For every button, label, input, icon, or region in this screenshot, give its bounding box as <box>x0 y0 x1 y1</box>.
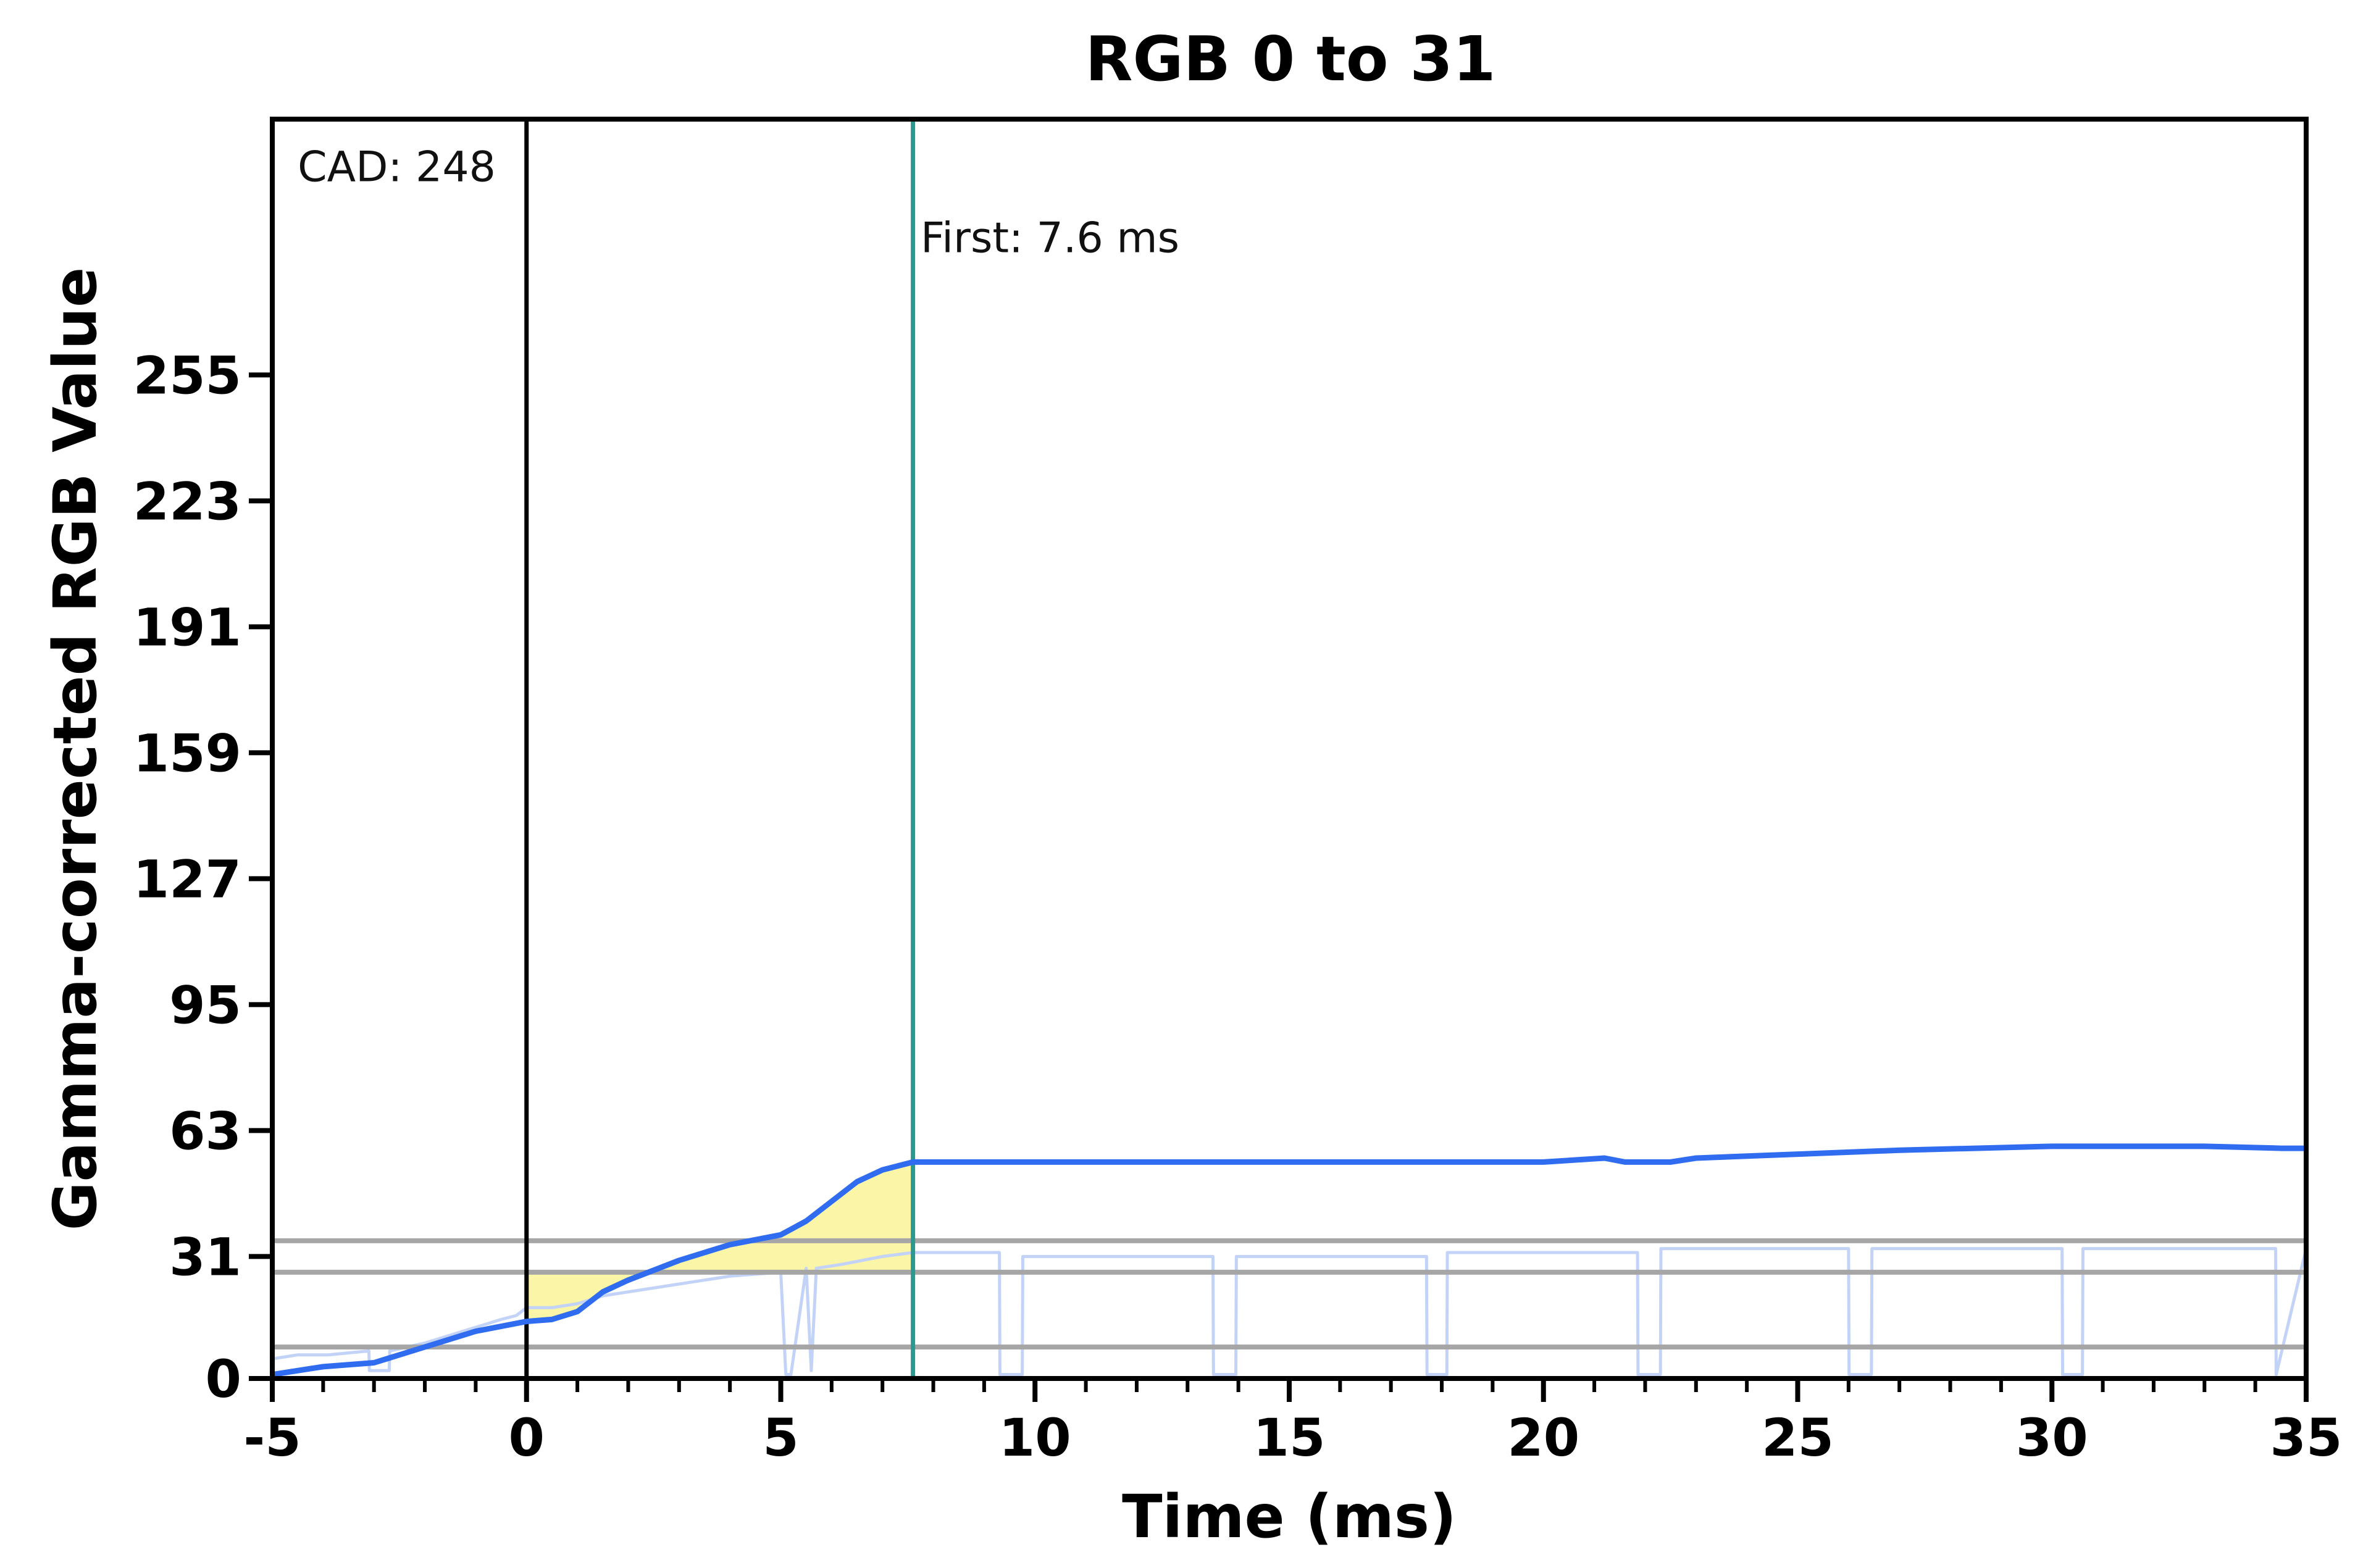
y-tick-label: 159 <box>133 723 241 783</box>
y-tick-label: 31 <box>169 1227 241 1287</box>
annotations: CAD: 248 First: 7.6 ms <box>298 143 1179 263</box>
x-tick-label: 25 <box>1762 1407 1834 1468</box>
smoothed-line <box>272 1143 2306 1378</box>
x-tick-label: 5 <box>763 1407 798 1468</box>
first-annotation: First: 7.6 ms <box>921 214 1179 262</box>
x-tick-label: 15 <box>1253 1407 1326 1468</box>
y-tick-label: 255 <box>133 345 241 406</box>
y-tick-label: 223 <box>133 471 241 532</box>
x-tick-label: 35 <box>2270 1407 2343 1468</box>
x-tick-label: 10 <box>999 1407 1071 1468</box>
x-tick-label: 20 <box>1507 1407 1579 1468</box>
plot-frame <box>270 117 2309 1381</box>
plot-area <box>272 119 2306 1378</box>
y-tick-label: 0 <box>206 1349 241 1409</box>
x-axis-label: Time (ms) <box>1122 1482 1457 1551</box>
y-tick-label: 191 <box>133 597 241 657</box>
y-axis-label: Gamma-corrected RGB Value <box>41 267 110 1230</box>
y-tick-label: 127 <box>133 849 241 909</box>
cad-annotation: CAD: 248 <box>298 143 496 192</box>
x-tick-label: 0 <box>509 1407 545 1468</box>
x-tick-label: -5 <box>243 1407 301 1468</box>
chart-title: RGB 0 to 31 <box>1085 23 1496 95</box>
y-tick-label: 63 <box>169 1101 241 1161</box>
y-tick-label: 95 <box>169 975 241 1035</box>
x-tick-label: 30 <box>2016 1407 2088 1468</box>
